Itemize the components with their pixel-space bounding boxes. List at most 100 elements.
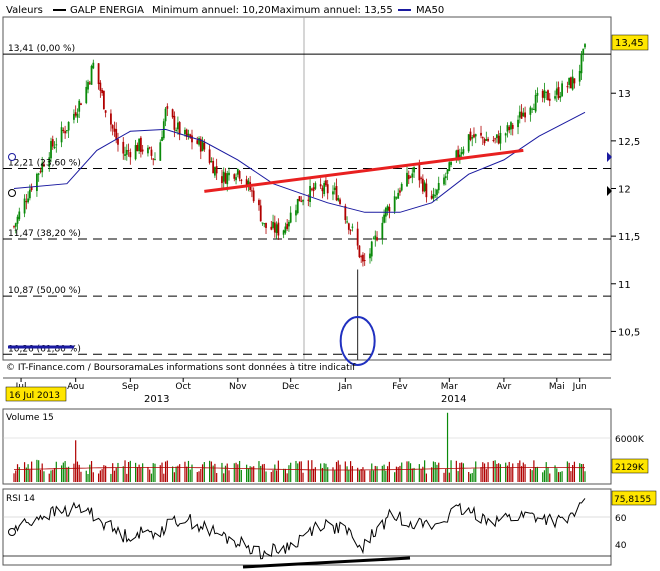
candle-body xyxy=(545,91,548,93)
candle-body xyxy=(73,113,75,120)
candle-body xyxy=(247,180,250,186)
candle-body xyxy=(485,139,488,141)
volume-bar xyxy=(68,466,70,482)
legend-valeurs: Valeurs xyxy=(6,5,43,16)
candle-body xyxy=(74,112,77,116)
candle-body xyxy=(504,133,507,136)
volume-bar xyxy=(76,461,79,482)
candle-body xyxy=(201,140,204,151)
candle-body xyxy=(39,171,42,173)
volume-bar xyxy=(290,462,292,482)
volume-bar xyxy=(369,470,371,482)
month-label: Dec xyxy=(282,382,299,392)
candle-body xyxy=(480,132,482,136)
last-price-badge xyxy=(611,34,649,51)
candle-body xyxy=(450,161,452,165)
candle-body xyxy=(548,98,551,101)
time-axis: JulAouSepOctNovDecJanFevMarAvrMaiJun xyxy=(3,377,611,392)
candle-body xyxy=(409,176,412,178)
volume-bar xyxy=(235,462,237,482)
volume-bar xyxy=(150,473,153,482)
volume-bar xyxy=(401,462,403,482)
volume-bar xyxy=(113,470,116,482)
volume-bar xyxy=(25,467,27,482)
candle-body xyxy=(529,107,532,115)
candle-body xyxy=(252,190,255,202)
volume-bar xyxy=(251,466,253,482)
candle-body xyxy=(536,92,539,96)
price-marker-arrow xyxy=(607,186,612,196)
volume-bar xyxy=(159,465,161,482)
candle-body xyxy=(570,77,572,89)
volume-bar xyxy=(381,465,383,482)
candle-body xyxy=(462,149,465,154)
candle-body xyxy=(273,222,276,233)
candle-body xyxy=(215,166,218,174)
candle-body xyxy=(23,198,26,214)
volume-bar xyxy=(237,464,239,482)
candle-body xyxy=(497,135,500,144)
volume-bar xyxy=(323,463,325,482)
candle-body xyxy=(376,237,378,241)
volume-bar xyxy=(332,467,334,482)
candle-body xyxy=(189,134,192,138)
resistance-trendline xyxy=(204,148,524,193)
candle-body xyxy=(425,183,428,198)
candle-body xyxy=(226,173,229,185)
volume-bar xyxy=(90,461,93,482)
volume-bar xyxy=(533,460,535,482)
volume-bar xyxy=(542,472,544,482)
volume-bar xyxy=(445,468,447,482)
candle-body xyxy=(580,54,583,74)
price-tick-label: 12 xyxy=(618,185,631,196)
volume-bar xyxy=(60,465,63,482)
volume-bar xyxy=(457,471,459,482)
candle-body xyxy=(335,186,338,201)
volume-title: Volume 15 xyxy=(6,413,54,423)
candle-body xyxy=(258,200,260,206)
volume-bar xyxy=(97,473,100,482)
volume-bar xyxy=(372,470,375,482)
volume-bar xyxy=(103,465,105,482)
candle-body xyxy=(203,142,206,150)
candle-body xyxy=(344,205,347,221)
volume-bar xyxy=(62,462,64,482)
candle-body xyxy=(494,138,497,140)
candle-body xyxy=(356,228,359,246)
candle-body xyxy=(30,186,33,191)
volume-bar xyxy=(413,467,415,482)
legend-ma: MA50 xyxy=(416,5,444,16)
volume-bar xyxy=(50,470,52,482)
price-panel-frame xyxy=(2,16,612,361)
volume-bar xyxy=(387,466,389,482)
candle-body xyxy=(187,133,190,136)
volume-bar xyxy=(221,462,223,482)
volume-bar xyxy=(320,463,322,482)
volume-bar xyxy=(579,463,581,482)
month-label: Aou xyxy=(67,382,84,392)
candle-body xyxy=(16,216,19,224)
candle-body xyxy=(85,86,88,104)
volume-bar xyxy=(468,471,470,482)
volume-bar xyxy=(321,467,324,482)
volume-bar xyxy=(531,470,533,482)
volume-bar xyxy=(64,461,66,482)
volume-bar xyxy=(482,462,484,482)
candle-body xyxy=(487,138,489,141)
candle-body xyxy=(399,190,401,193)
month-label: Mar xyxy=(441,382,458,392)
volume-bar xyxy=(31,461,33,482)
volume-bar xyxy=(295,460,297,482)
candle-body xyxy=(184,129,186,135)
candle-body xyxy=(444,176,447,179)
candle-body xyxy=(434,195,437,197)
volume-bar xyxy=(260,465,262,482)
volume-bar xyxy=(78,464,80,482)
candle-body xyxy=(235,177,237,181)
candle-body xyxy=(517,119,519,128)
fib-label-50: 10,87 (50,00 %) xyxy=(8,286,81,296)
volume-bar xyxy=(311,460,313,482)
volume-bar xyxy=(149,469,151,482)
candle-body xyxy=(259,205,262,222)
volume-bar xyxy=(582,463,584,482)
